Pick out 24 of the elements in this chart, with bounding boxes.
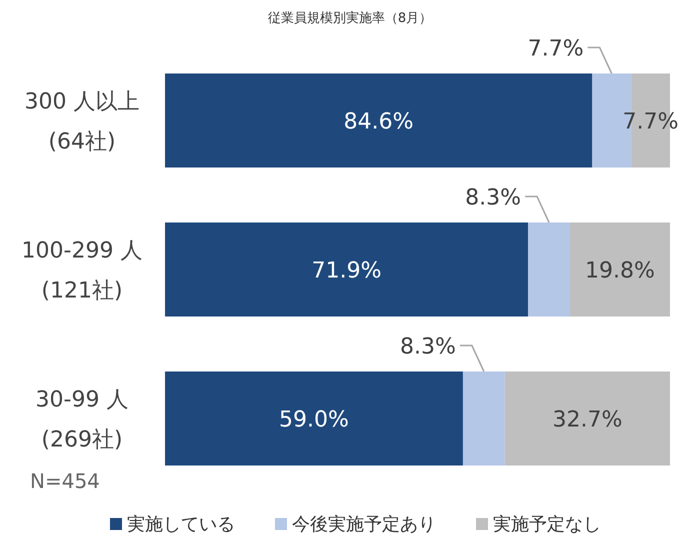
- data-label: 8.3%: [400, 334, 456, 360]
- data-label: 59.0%: [279, 408, 349, 432]
- bar: [528, 222, 570, 316]
- bar: [504, 372, 670, 466]
- chart-title: 従業員規模別実施率（8月）: [268, 10, 432, 26]
- y-tick-label: 30-99 人 (269社): [36, 388, 128, 452]
- text: N=454: [30, 469, 100, 493]
- bar: [165, 222, 528, 316]
- legend-label: 実施予定なし: [493, 514, 601, 535]
- data-label: 8.3%: [465, 186, 522, 210]
- legend-label: 今後実施予定あり: [292, 514, 436, 535]
- data-label: 32.7%: [552, 408, 622, 432]
- bar: [165, 372, 463, 466]
- data-label: 19.8%: [585, 258, 655, 284]
- data-label: 71.9%: [312, 258, 382, 284]
- bar: [570, 222, 670, 316]
- data-label: 7.7%: [622, 110, 679, 134]
- bar: [165, 74, 592, 168]
- bar: [462, 372, 505, 466]
- data-label: 7.7%: [528, 36, 584, 62]
- data-label: 84.6%: [344, 110, 414, 134]
- y-tick-label: 100-299 人 (121社): [22, 238, 142, 304]
- y-tick-label: 300 人以上 (64社): [24, 90, 140, 154]
- legend-label: 実施している: [127, 514, 235, 535]
